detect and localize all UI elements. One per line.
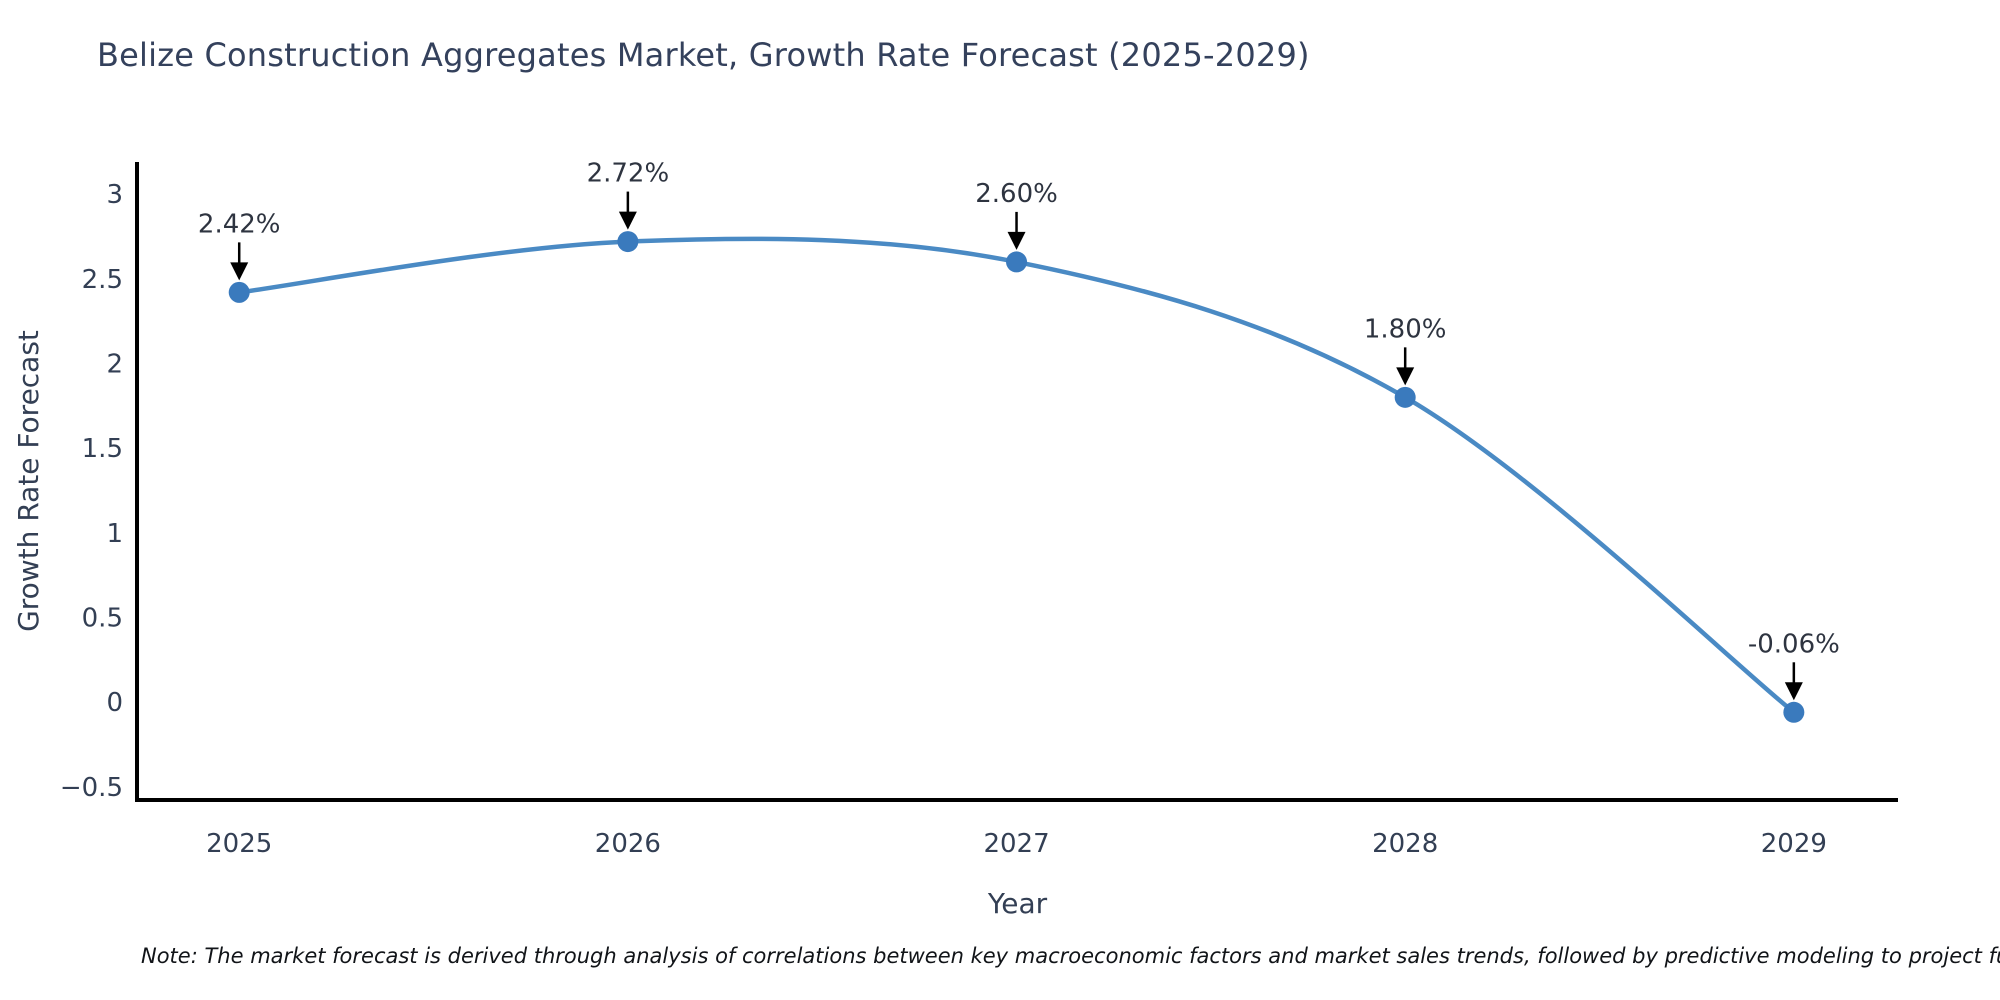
annotation-arrow-head xyxy=(1784,682,1803,701)
x-tick-label: 2028 xyxy=(1372,829,1438,859)
forecast-line xyxy=(236,236,1797,715)
x-tick-label: 2025 xyxy=(206,829,272,859)
annotation-arrow-head xyxy=(1396,367,1415,386)
y-tick-label: 1.5 xyxy=(82,434,123,464)
data-point-marker xyxy=(1394,386,1416,408)
data-point-label: 1.80% xyxy=(1364,314,1447,344)
footnote: Note: The market forecast is derived thr… xyxy=(141,944,2000,968)
data-point-marker xyxy=(228,281,250,303)
y-tick-label: −0.5 xyxy=(60,773,123,803)
annotation-arrow-head xyxy=(618,211,637,230)
y-tick-label: 3 xyxy=(106,180,123,210)
data-point-marker xyxy=(1783,701,1805,723)
data-point-marker xyxy=(1006,251,1028,273)
y-tick-label: 0.5 xyxy=(82,603,123,633)
y-tick-label: 0 xyxy=(106,688,123,718)
data-point-marker xyxy=(617,231,639,253)
chart-title: Belize Construction Aggregates Market, G… xyxy=(97,36,1310,74)
annotation-arrow-head xyxy=(1007,231,1026,250)
data-point-label: 2.42% xyxy=(198,209,281,239)
y-tick-label: 1 xyxy=(106,519,123,549)
x-tick-label: 2026 xyxy=(595,829,661,859)
data-point-label: -0.06% xyxy=(1748,629,1840,659)
data-point-label: 2.60% xyxy=(975,179,1058,209)
annotation-arrow-head xyxy=(230,262,249,281)
x-tick-label: 2029 xyxy=(1761,829,1827,859)
y-tick-label: 2.5 xyxy=(82,265,123,295)
x-tick-label: 2027 xyxy=(983,829,1049,859)
data-point-label: 2.72% xyxy=(587,159,670,189)
x-axis-title: Year xyxy=(987,887,1048,920)
y-tick-label: 2 xyxy=(106,349,123,379)
y-axis-title: Growth Rate Forecast xyxy=(12,330,45,632)
